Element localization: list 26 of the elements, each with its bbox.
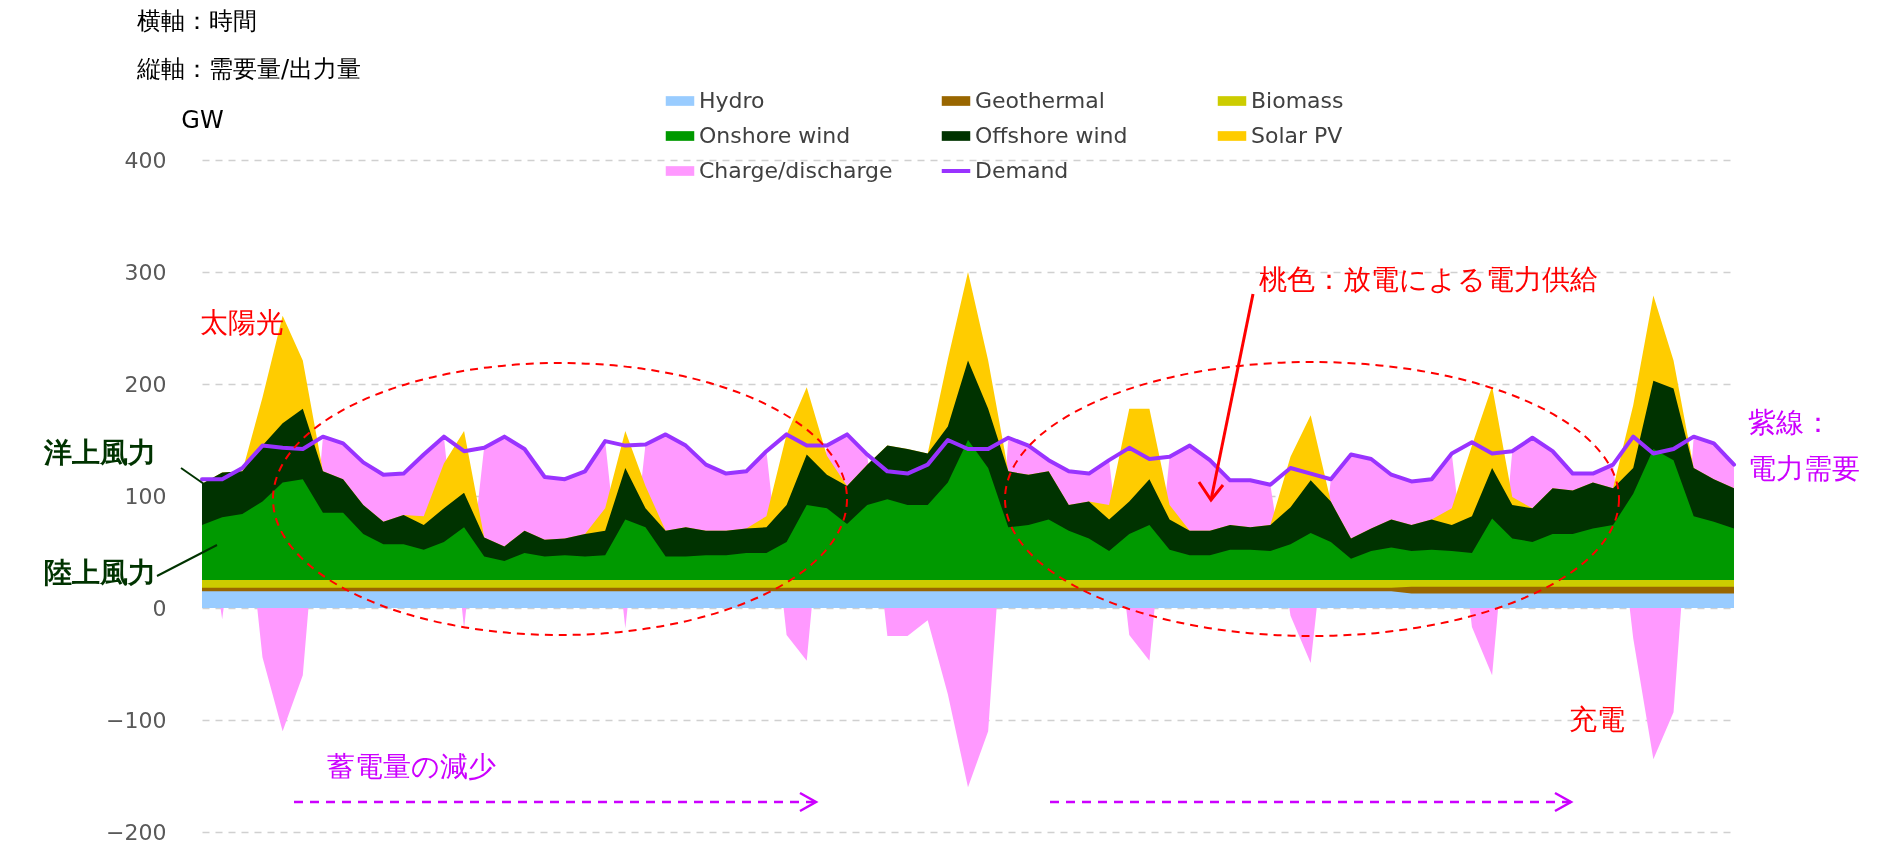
text: 縦軸：需要量/出力量: [136, 55, 362, 83]
y-tick-label: 400: [124, 147, 167, 173]
text: 電力需要: [1748, 452, 1860, 485]
text: 陸上風力: [44, 556, 156, 589]
y-tick-label: −200: [106, 819, 167, 845]
legend-label: Charge/discharge: [699, 158, 893, 183]
y-axis-title: GW: [181, 105, 224, 134]
y-tick-label: 300: [124, 259, 167, 285]
annotation: 蓄電量の減少: [326, 750, 496, 783]
legend-label: Geothermal: [975, 88, 1105, 113]
annotation: 桃色：放電による電力供給: [1258, 263, 1598, 296]
y-tick-label: 0: [152, 595, 167, 621]
y-tick-label: −100: [106, 707, 167, 733]
legend-label: Solar PV: [1251, 123, 1343, 148]
text: 紫線：: [1748, 406, 1832, 439]
legend-label: Biomass: [1251, 88, 1344, 113]
legend-label: Offshore wind: [975, 123, 1128, 148]
line-series: [200, 432, 1736, 487]
text: 横軸：時間: [137, 7, 257, 35]
y-tick-label: 100: [124, 483, 167, 509]
legend-label: Demand: [975, 158, 1069, 183]
legend-label: Hydro: [699, 88, 765, 113]
y-tick-label: 200: [124, 371, 167, 397]
text: 洋上風力: [43, 436, 156, 469]
legend-label: Onshore wind: [699, 123, 851, 148]
annotation: 充電: [1569, 703, 1625, 736]
